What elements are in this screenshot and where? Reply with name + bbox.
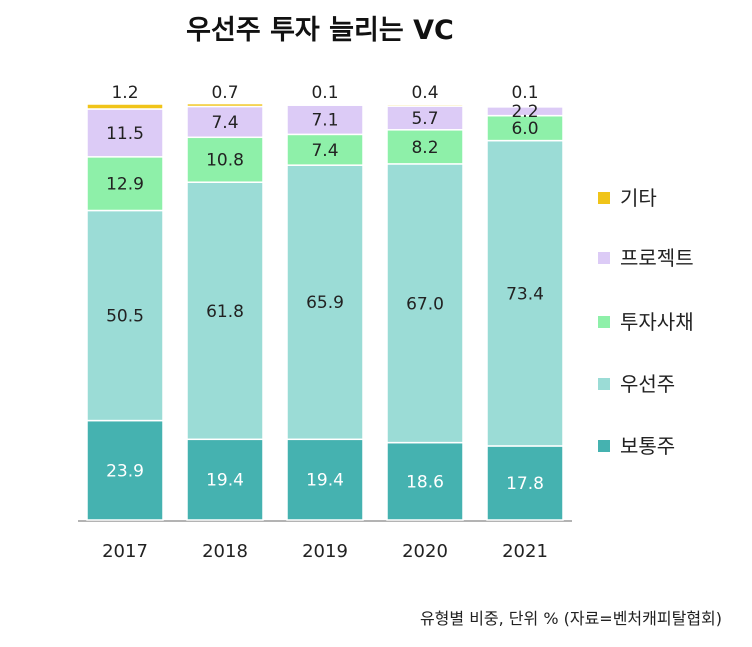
legend-swatch-4 [598, 440, 610, 452]
bar-segment-2017-3 [86, 108, 164, 158]
data-label-2020-1: 67.0 [406, 294, 444, 314]
x-tick-label-2017: 2017 [102, 541, 148, 562]
data-label-2017-3: 11.5 [106, 124, 144, 144]
x-tick-label-2019: 2019 [302, 541, 348, 562]
data-label-2017-4: 1.2 [111, 83, 138, 103]
data-label-2019-3: 7.1 [311, 111, 338, 131]
data-label-2017-2: 12.9 [106, 175, 144, 195]
legend-label-3: 우선주 [620, 372, 675, 396]
data-label-2021-2: 6.0 [511, 119, 538, 139]
bar-segment-2018-3 [186, 105, 264, 139]
bar-segment-2018-0 [186, 438, 264, 521]
x-tick-label-2020: 2020 [402, 541, 448, 562]
data-label-2021-0: 17.8 [506, 474, 544, 494]
x-tick-label-2021: 2021 [502, 541, 548, 562]
legend-swatch-1 [598, 252, 610, 264]
bar-segment-2021-4 [486, 105, 564, 108]
data-label-2017-0: 23.9 [106, 461, 144, 481]
data-label-2018-3: 7.4 [211, 113, 238, 133]
data-label-2021-4: 0.1 [511, 83, 538, 103]
bar-segment-2018-2 [186, 136, 264, 183]
bar-segment-2021-2 [486, 114, 564, 142]
bar-segment-2017-0 [86, 419, 164, 521]
bar-segment-2018-4 [186, 102, 264, 108]
bar-segment-2019-4 [286, 103, 364, 106]
data-label-2021-1: 73.4 [506, 284, 544, 304]
bar-segment-2017-4 [86, 103, 164, 110]
bar-segment-2019-0 [286, 438, 364, 521]
data-label-2018-2: 10.8 [206, 151, 244, 171]
bar-segment-2020-0 [386, 441, 464, 521]
data-label-2019-1: 65.9 [306, 293, 344, 313]
data-label-2020-2: 8.2 [411, 138, 438, 158]
data-label-2019-0: 19.4 [306, 471, 344, 491]
data-label-2021-3: 2.2 [511, 102, 538, 122]
bar-segment-2021-1 [486, 139, 564, 447]
legend-swatch-2 [598, 316, 610, 328]
legend-label-1: 프로젝트 [620, 246, 694, 270]
data-label-2018-0: 19.4 [206, 471, 244, 491]
legend-label-0: 기타 [620, 186, 657, 210]
legend-label-4: 보통주 [620, 434, 675, 458]
data-label-2018-1: 61.8 [206, 302, 244, 322]
bar-segment-2017-1 [86, 209, 164, 422]
data-label-2020-4: 0.4 [411, 83, 438, 103]
bar-segment-2020-2 [386, 129, 464, 165]
data-label-2017-1: 50.5 [106, 307, 144, 327]
data-label-2018-4: 0.7 [211, 83, 238, 103]
bar-segment-2020-4 [386, 103, 464, 107]
source-note: 유형별 비중, 단위 % (자료=벤처캐피탈협회) [419, 609, 722, 628]
legend-swatch-3 [598, 378, 610, 390]
data-label-2020-3: 5.7 [411, 109, 438, 129]
data-label-2019-2: 7.4 [311, 141, 338, 161]
bar-segment-2018-1 [186, 181, 264, 441]
legend-label-2: 투자사채 [620, 310, 694, 334]
x-tick-label-2018: 2018 [202, 541, 248, 562]
legend-swatch-0 [598, 192, 610, 204]
data-label-2020-0: 18.6 [406, 472, 444, 492]
bar-segment-2021-0 [486, 445, 564, 521]
data-label-2019-4: 0.1 [311, 83, 338, 103]
chart-title: 우선주 투자 늘리는 VC [186, 15, 454, 46]
bar-segment-2019-2 [286, 133, 364, 166]
